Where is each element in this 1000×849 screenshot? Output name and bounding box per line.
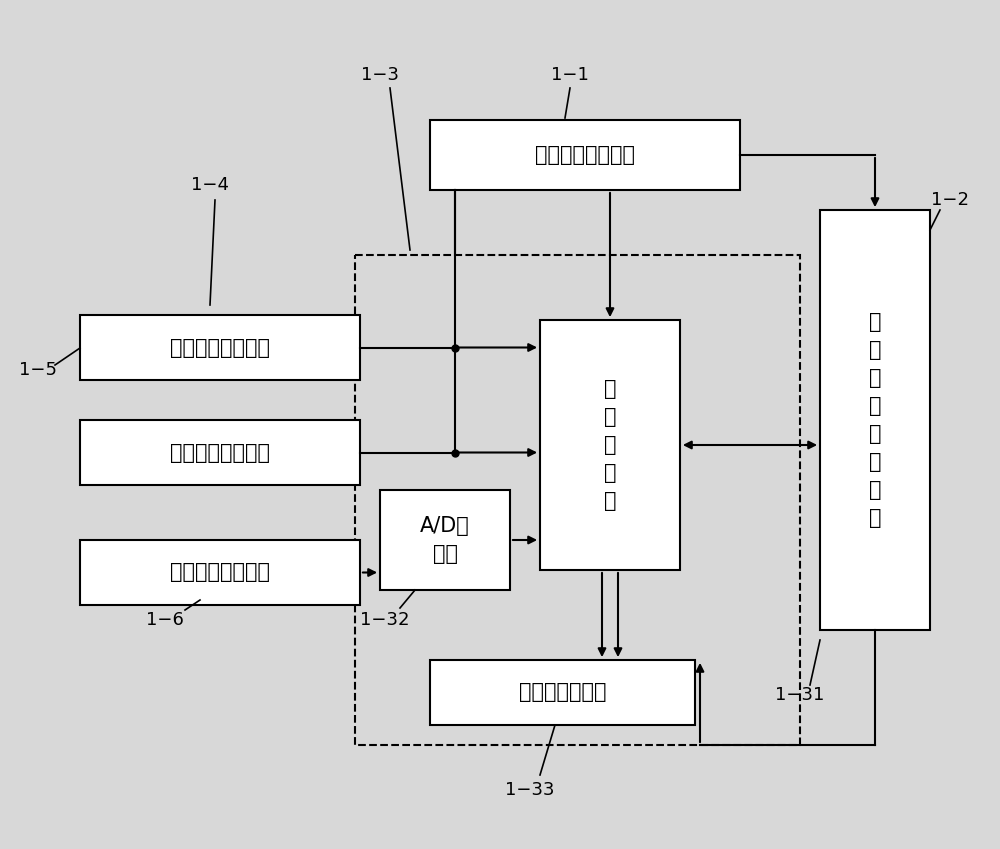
Text: 1−33: 1−33 <box>505 781 555 799</box>
Bar <box>820 210 930 630</box>
Text: 中
央
处
理
器: 中 央 处 理 器 <box>604 379 616 511</box>
Bar <box>380 490 510 590</box>
Bar <box>540 320 680 570</box>
Bar <box>80 420 360 485</box>
Text: 感知节点供电电源: 感知节点供电电源 <box>535 145 635 165</box>
Text: 1−3: 1−3 <box>361 66 399 84</box>
Bar <box>430 660 695 725</box>
Text: 第
一
无
线
传
输
模
块: 第 一 无 线 传 输 模 块 <box>869 312 881 528</box>
Text: 图像信号输入接口: 图像信号输入接口 <box>170 442 270 463</box>
Bar <box>80 540 360 605</box>
Text: 模拟信号输入接口: 模拟信号输入接口 <box>170 563 270 582</box>
Bar <box>80 315 360 380</box>
Text: 数字信号输入接口: 数字信号输入接口 <box>170 338 270 357</box>
Text: 1−6: 1−6 <box>146 611 184 629</box>
Text: 1−2: 1−2 <box>931 191 969 209</box>
Text: 1−32: 1−32 <box>360 611 410 629</box>
Bar <box>355 255 800 745</box>
Text: 1−1: 1−1 <box>551 66 589 84</box>
Text: A/D转
换器: A/D转 换器 <box>420 516 470 564</box>
Text: 1−5: 1−5 <box>19 361 57 379</box>
Bar <box>430 120 740 190</box>
Text: 1−31: 1−31 <box>775 686 825 704</box>
Text: 1−4: 1−4 <box>191 176 229 194</box>
Text: 第一数据存储器: 第一数据存储器 <box>519 683 606 702</box>
